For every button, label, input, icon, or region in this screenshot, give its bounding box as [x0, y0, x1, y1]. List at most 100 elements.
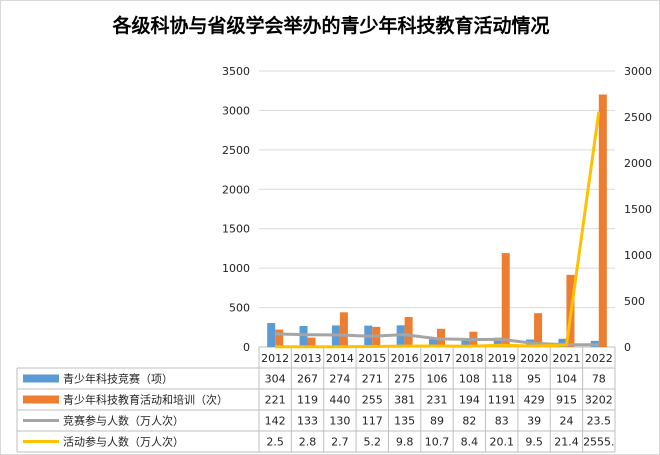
right-tick-label: 1000 [624, 249, 652, 262]
left-tick-label: 1500 [222, 223, 250, 236]
bar [307, 337, 316, 347]
category-label: 2014 [326, 352, 354, 365]
series-name: 活动参与人数（万人次） [63, 435, 184, 449]
right-tick-label: 0 [624, 341, 631, 354]
data-cell: 915 [556, 394, 577, 407]
right-tick-label: 1500 [624, 203, 652, 216]
right-tick-label: 2000 [624, 157, 652, 170]
data-cell: 89 [430, 415, 444, 428]
data-cell: 78 [592, 373, 606, 386]
data-cell: 106 [427, 373, 448, 386]
data-cell: 142 [265, 415, 286, 428]
gridlines [259, 70, 615, 348]
left-tick-label: 3500 [222, 65, 250, 78]
bar [267, 323, 276, 347]
bars [267, 94, 607, 348]
bar [275, 329, 284, 347]
data-table: 2012 2013 2014 2015 2016 2017 2018 2019 2020 2021… [16, 347, 616, 453]
bar [339, 312, 348, 347]
data-cell: 9.8 [396, 436, 414, 449]
data-cell: 2.8 [299, 436, 317, 449]
bar [534, 313, 543, 347]
data-cell: 39 [527, 415, 541, 428]
data-cell: 2.7 [331, 436, 349, 449]
data-cell: 133 [297, 415, 318, 428]
bar [558, 338, 567, 347]
bar [598, 94, 607, 348]
data-cell: 130 [329, 415, 350, 428]
category-label: 2021 [552, 352, 580, 365]
data-cell: 10.7 [425, 436, 450, 449]
series-name: 青少年科技竞赛（项） [63, 372, 173, 386]
data-cell: 2.5 [266, 436, 284, 449]
data-cell: 83 [495, 415, 509, 428]
series-name: 竞赛参与人数（万人次） [63, 414, 184, 428]
bar [404, 316, 413, 347]
data-cell: 2555. [583, 436, 615, 449]
data-cell: 271 [362, 373, 383, 386]
data-cell: 304 [265, 373, 286, 386]
data-cell: 221 [265, 394, 286, 407]
bar [429, 338, 437, 347]
data-cell: 440 [329, 394, 350, 407]
category-label: 2016 [391, 352, 419, 365]
legend-key [23, 374, 59, 383]
data-cell: 267 [297, 373, 318, 386]
chart-title: 各级科协与省级学会举办的青少年科技教育活动情况 [111, 14, 549, 37]
right-tick-label: 500 [624, 295, 645, 308]
data-cell: 231 [427, 394, 448, 407]
data-cell: 194 [459, 394, 480, 407]
data-cell: 20.1 [489, 436, 514, 449]
category-label: 2015 [358, 352, 386, 365]
data-cell: 255 [362, 394, 383, 407]
data-cell: 118 [491, 373, 512, 386]
data-cell: 108 [459, 373, 480, 386]
left-tick-label: 1000 [222, 262, 250, 275]
left-tick-label: 2500 [222, 144, 250, 157]
left-tick-label: 2000 [222, 183, 250, 196]
bar [461, 338, 470, 347]
series-name: 青少年科技教育活动和培训（次） [63, 393, 228, 407]
data-cell: 21.4 [554, 436, 579, 449]
data-cell: 429 [524, 394, 545, 407]
bar [501, 253, 510, 347]
series-line [275, 111, 601, 349]
lines [275, 111, 601, 349]
left-tick-label: 0 [243, 341, 250, 354]
series-line [275, 332, 599, 347]
left-tick-label: 3000 [222, 104, 250, 117]
category-label: 2020 [520, 352, 548, 365]
data-cell: 95 [527, 373, 541, 386]
data-cell: 9.5 [525, 436, 543, 449]
data-cell: 8.4 [461, 436, 479, 449]
left-axis: 0 500 1000 1500 2000 2500 3000 3500 [222, 65, 250, 354]
data-cell: 381 [394, 394, 415, 407]
category-label: 2019 [488, 352, 516, 365]
data-cell: 119 [297, 394, 318, 407]
data-cell: 274 [329, 373, 350, 386]
bar [299, 325, 308, 347]
bar [493, 337, 502, 347]
category-label: 2017 [423, 352, 451, 365]
category-label: 2022 [585, 352, 613, 365]
right-tick-label: 2500 [624, 111, 652, 124]
data-cell: 117 [362, 415, 383, 428]
right-tick-label: 3000 [624, 65, 652, 78]
data-cell: 135 [394, 415, 415, 428]
category-label: 2012 [261, 352, 289, 365]
legend-key [23, 395, 59, 404]
data-cell: 104 [556, 373, 577, 386]
data-cell: 82 [462, 415, 476, 428]
category-label: 2018 [455, 352, 483, 365]
data-cell: 1191 [488, 394, 516, 407]
data-cell: 275 [394, 373, 415, 386]
data-cell: 23.5 [587, 415, 612, 428]
right-axis: 0 500 1000 1500 2000 2500 3000 [624, 65, 652, 354]
data-cell: 5.2 [364, 436, 382, 449]
data-cell: 24 [559, 415, 573, 428]
left-tick-label: 500 [229, 302, 250, 315]
category-label: 2013 [294, 352, 322, 365]
data-cell: 3202 [585, 394, 613, 407]
